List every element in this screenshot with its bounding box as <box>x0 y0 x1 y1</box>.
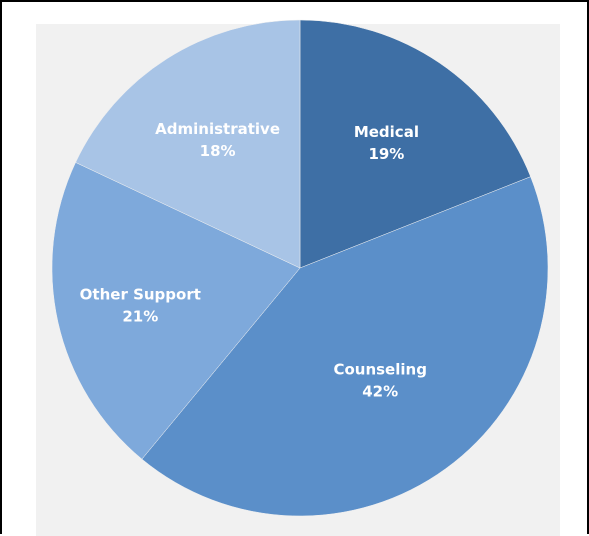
pie-slice-other-support <box>51 162 301 460</box>
slice-label-other-support: Other Support 21% <box>80 286 201 326</box>
slice-category-label: Administrative <box>155 120 280 138</box>
pie-slice-administrative <box>75 19 301 269</box>
slice-value-label: 21% <box>122 308 158 326</box>
slice-label-medical: Medical 19% <box>354 123 419 163</box>
slice-category-label: Other Support <box>80 286 201 304</box>
slice-category-label: Counseling <box>333 360 426 378</box>
pie-slice-medical <box>299 19 531 269</box>
slice-category-label: Medical <box>354 123 419 141</box>
slice-label-administrative: Administrative 18% <box>155 120 280 160</box>
slice-value-label: 42% <box>362 382 398 400</box>
slice-label-counseling: Counseling 42% <box>333 360 426 400</box>
slice-value-label: 19% <box>368 145 404 163</box>
pie-slice-counseling <box>141 176 549 517</box>
slice-value-label: 18% <box>200 142 236 160</box>
